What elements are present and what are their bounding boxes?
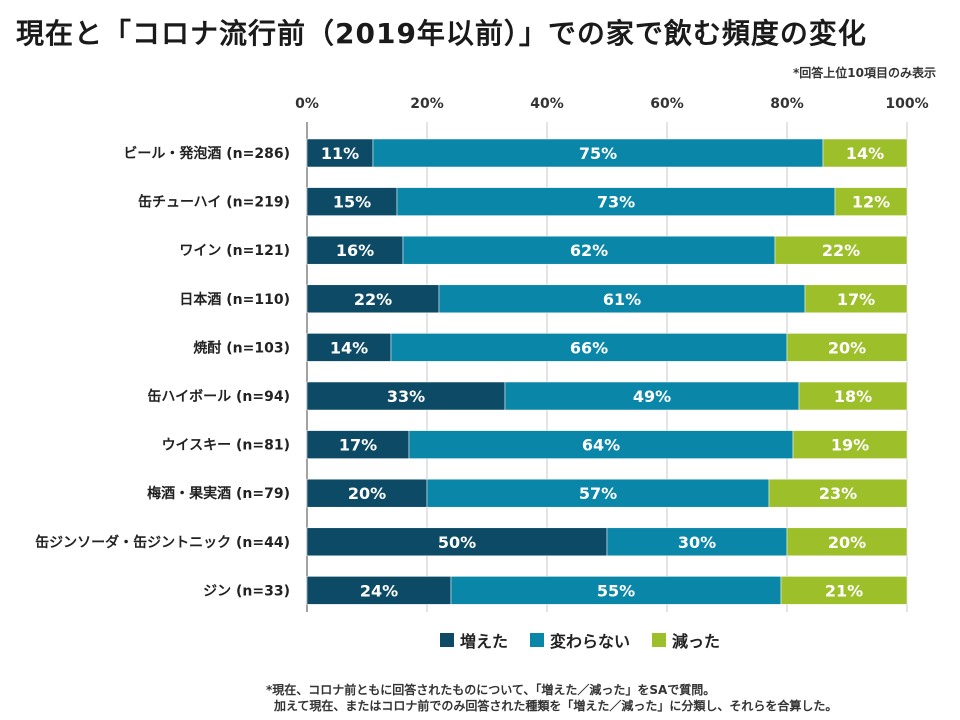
legend-label-decreased: 減った xyxy=(672,632,721,651)
data-label-decreased-0: 14% xyxy=(846,144,884,163)
data-label-decreased-3: 17% xyxy=(837,290,875,309)
data-label-decreased-9: 21% xyxy=(825,581,863,600)
data-label-unchanged-1: 73% xyxy=(597,193,635,212)
data-label-decreased-7: 23% xyxy=(819,484,857,503)
data-label-unchanged-8: 30% xyxy=(678,533,716,552)
data-label-unchanged-9: 55% xyxy=(597,581,635,600)
x-tick-label-2: 40% xyxy=(530,96,564,112)
category-label-6: ウイスキー (n=81) xyxy=(162,438,290,454)
bar-decreased-9 xyxy=(780,576,908,605)
data-label-decreased-5: 18% xyxy=(834,387,872,406)
bar-unchanged-3 xyxy=(438,284,806,314)
category-label-5: 缶ハイボール (n=94) xyxy=(147,388,290,405)
data-label-increased-9: 24% xyxy=(360,581,398,600)
category-label-8: 缶ジンソーダ・缶ジントニック (n=44) xyxy=(35,534,290,551)
x-tick-label-4: 80% xyxy=(770,96,804,112)
legend-swatch-increased xyxy=(440,633,454,647)
top-note: *回答上位10項目のみ表示 xyxy=(793,66,936,80)
data-label-decreased-1: 12% xyxy=(852,193,890,212)
bar-unchanged-9 xyxy=(450,576,782,605)
bar-unchanged-0 xyxy=(372,138,824,168)
bar-unchanged-1 xyxy=(396,187,836,216)
footnote: *現在、コロナ前ともに回答されたものについて、「増えた／減った」をSAで質問。 … xyxy=(266,682,837,714)
legend-swatch-unchanged xyxy=(530,633,545,647)
x-tick-label-0: 0% xyxy=(295,96,319,112)
data-label-increased-8: 50% xyxy=(438,533,476,552)
bar-decreased-7 xyxy=(768,478,908,508)
data-label-decreased-8: 20% xyxy=(828,533,866,552)
footnote-line-1: *現在、コロナ前ともに回答されたものについて、「増えた／減った」をSAで質問。 xyxy=(266,683,716,697)
category-label-2: ワイン (n=121) xyxy=(179,243,290,259)
bar-decreased-0 xyxy=(822,138,908,168)
legend: 増えた 変わらない 減った xyxy=(440,628,720,652)
bar-unchanged-2 xyxy=(402,235,776,265)
bar-unchanged-6 xyxy=(408,430,794,459)
bar-decreased-4 xyxy=(786,333,908,362)
x-tick-label-3: 60% xyxy=(650,96,684,112)
legend-label-increased: 増えた xyxy=(460,632,509,651)
data-label-decreased-2: 22% xyxy=(822,241,860,260)
bar-unchanged-5 xyxy=(504,381,800,411)
x-tick-label-1: 20% xyxy=(410,96,444,112)
bar-decreased-8 xyxy=(786,527,908,557)
x-tick-label-5: 100% xyxy=(885,96,928,112)
data-label-increased-7: 20% xyxy=(348,484,386,503)
legend-item-unchanged: 変わらない xyxy=(530,628,630,652)
bar-increased-0 xyxy=(306,138,374,168)
category-label-1: 缶チューハイ (n=219) xyxy=(138,194,290,211)
bar-increased-4 xyxy=(306,333,392,362)
category-label-7: 梅酒・果実酒 (n=79) xyxy=(147,485,290,502)
data-label-unchanged-3: 61% xyxy=(603,290,641,309)
bar-decreased-1 xyxy=(834,187,908,216)
category-label-0: ビール・発泡酒 (n=286) xyxy=(123,145,290,162)
legend-swatch-decreased xyxy=(652,633,667,647)
data-label-unchanged-6: 64% xyxy=(582,436,620,455)
bar-decreased-5 xyxy=(798,381,908,411)
category-label-9: ジン (n=33) xyxy=(203,583,290,599)
bar-increased-2 xyxy=(306,235,404,265)
data-label-unchanged-2: 62% xyxy=(570,241,608,260)
category-label-4: 焼酎 (n=103) xyxy=(193,339,290,356)
data-label-increased-1: 15% xyxy=(333,193,371,212)
data-label-increased-4: 14% xyxy=(330,338,368,357)
bar-increased-3 xyxy=(306,284,440,314)
bar-increased-6 xyxy=(306,430,410,459)
data-label-increased-6: 17% xyxy=(339,436,377,455)
bar-decreased-3 xyxy=(804,284,908,314)
legend-item-decreased: 減った xyxy=(652,628,720,652)
data-label-increased-5: 33% xyxy=(387,387,425,406)
data-label-increased-0: 11% xyxy=(321,144,359,163)
footnote-line-2: 加えて現在、またはコロナ前でのみ回答された種類を「増えた／減った」に分類し、それ… xyxy=(274,699,838,713)
chart-title: 現在と「コロナ流行前（2019年以前）」での家で飲む頻度の変化 xyxy=(16,17,867,50)
legend-item-increased: 増えた xyxy=(440,628,508,652)
bar-unchanged-4 xyxy=(390,333,788,362)
bar-unchanged-7 xyxy=(426,478,770,508)
bar-increased-7 xyxy=(306,478,428,508)
data-label-unchanged-4: 66% xyxy=(570,338,608,357)
data-label-increased-3: 22% xyxy=(354,290,392,309)
data-label-increased-2: 16% xyxy=(336,241,374,260)
data-label-decreased-4: 20% xyxy=(828,338,866,357)
legend-label-unchanged: 変わらない xyxy=(550,632,631,651)
category-label-3: 日本酒 (n=110) xyxy=(179,291,290,308)
bar-decreased-6 xyxy=(792,430,908,459)
bar-decreased-2 xyxy=(774,235,908,265)
bar-increased-9 xyxy=(306,576,452,605)
data-label-unchanged-5: 49% xyxy=(633,387,671,406)
data-label-unchanged-7: 57% xyxy=(579,484,617,503)
bar-increased-1 xyxy=(306,187,398,216)
data-label-unchanged-0: 75% xyxy=(579,144,617,163)
bar-increased-5 xyxy=(306,381,506,411)
data-label-decreased-6: 19% xyxy=(831,436,869,455)
